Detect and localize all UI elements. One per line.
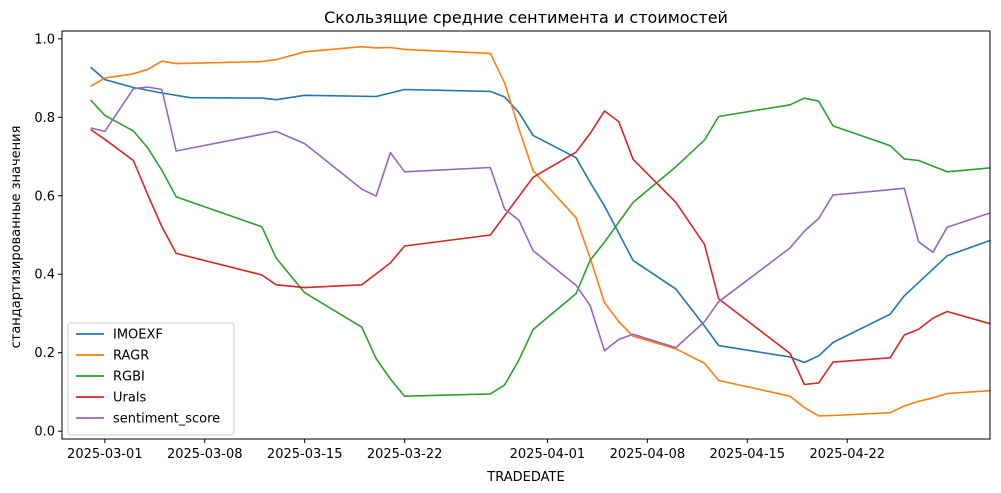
series-line-sentiment_score [90, 86, 991, 352]
x-axis-label: TRADEDATE [486, 470, 564, 485]
x-tick-label: 2025-03-01 [67, 447, 143, 462]
y-axis-ticks: 0.0 0.2 0.4 0.6 0.8 1.0 [34, 32, 62, 440]
legend-label: IMOEXF [113, 328, 163, 343]
series-line-Urals [90, 110, 991, 386]
x-tick-label: 2025-04-01 [510, 447, 586, 462]
legend-label: Urals [113, 391, 146, 406]
legend-label: RAGR [113, 349, 149, 364]
y-tick-label: 0.0 [34, 425, 55, 440]
x-tick-label: 2025-03-15 [267, 447, 343, 462]
x-tick-label: 2025-04-15 [710, 447, 786, 462]
x-tick-label: 2025-04-22 [809, 447, 885, 462]
y-tick-label: 0.8 [34, 111, 55, 126]
series-line-IMOEXF [90, 66, 991, 364]
x-axis-ticks: 2025-03-01 2025-03-08 2025-03-15 2025-03-22… [67, 439, 885, 462]
plot-frame [61, 30, 991, 440]
chart-title: Скользящие средние сентимента и стоимост… [324, 8, 728, 27]
y-axis-label: стандартизированные значения [9, 126, 24, 349]
legend-box [67, 322, 235, 436]
y-tick-label: 0.6 [34, 189, 55, 204]
y-tick-label: 1.0 [34, 32, 55, 47]
legend-label: sentiment_score [113, 412, 220, 427]
x-tick-label: 2025-03-22 [367, 447, 443, 462]
legend-label: RGBI [113, 370, 145, 385]
x-tick-label: 2025-04-08 [610, 447, 686, 462]
plot-lines [90, 45, 991, 417]
legend: IMOEXF RAGR RGBI Urals sentiment_score [67, 322, 235, 436]
y-tick-label: 0.2 [34, 346, 55, 361]
y-tick-label: 0.4 [34, 268, 55, 283]
x-tick-label: 2025-03-08 [167, 447, 243, 462]
series-line-RAGR [90, 45, 991, 417]
series-line-RGBI [90, 97, 991, 398]
